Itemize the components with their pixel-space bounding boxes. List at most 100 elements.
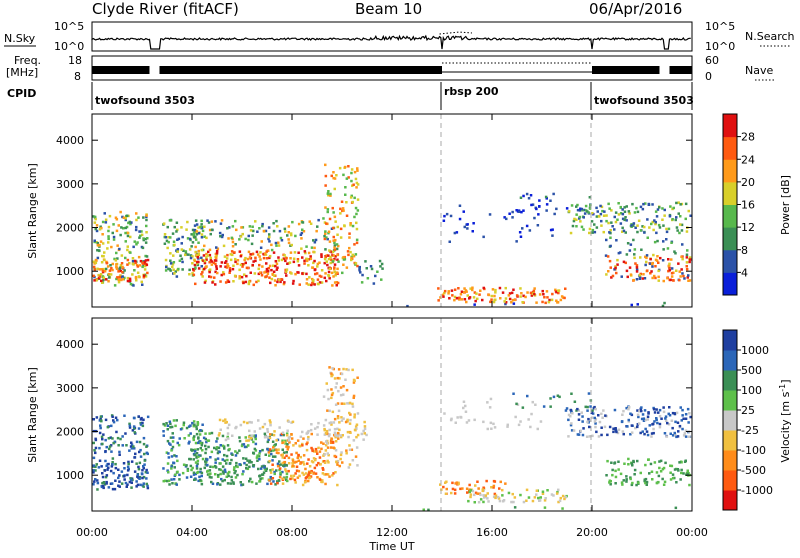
- echo-cell: [625, 205, 628, 208]
- echo-cell: [677, 262, 680, 265]
- echo-cell: [328, 366, 331, 369]
- echo-cell: [215, 252, 219, 255]
- echo-cell: [107, 235, 110, 238]
- echo-cell: [332, 446, 335, 449]
- echo-cell: [256, 253, 260, 256]
- echo-cell: [177, 237, 181, 241]
- echo-cell: [477, 501, 481, 504]
- echo-cell: [242, 457, 245, 460]
- echo-cell: [188, 248, 192, 251]
- echo-cell: [658, 425, 662, 429]
- echo-cell: [326, 388, 330, 392]
- echo-cell: [678, 278, 681, 282]
- echo-cell: [128, 262, 131, 265]
- echo-cell: [112, 223, 115, 226]
- noise-right-tick-top: 10^5: [705, 20, 735, 33]
- echo-cell: [141, 421, 144, 425]
- echo-cell: [167, 470, 170, 474]
- echo-cell: [129, 282, 133, 286]
- echo-cell: [677, 201, 680, 204]
- echo-cell: [492, 495, 496, 499]
- echo-cell: [551, 228, 554, 231]
- echo-cell: [118, 266, 122, 269]
- echo-cell: [225, 462, 228, 465]
- echo-cell: [104, 459, 107, 463]
- echo-cell: [124, 481, 128, 485]
- echo-cell: [320, 281, 324, 284]
- echo-cell: [204, 437, 207, 441]
- echo-cell: [620, 420, 624, 424]
- echo-cell: [122, 462, 126, 465]
- echo-cell: [175, 230, 178, 233]
- echo-cell: [344, 186, 347, 189]
- echo-cell: [220, 219, 224, 222]
- echo-cell: [193, 228, 196, 232]
- echo-cell: [250, 421, 253, 424]
- echo-cell: [116, 436, 120, 440]
- echo-cell: [348, 236, 351, 239]
- echo-cell: [634, 262, 637, 265]
- echo-cell: [331, 254, 334, 257]
- echo-cell: [323, 473, 326, 476]
- echo-cell: [204, 279, 207, 283]
- echo-cell: [685, 261, 689, 264]
- echo-cell: [649, 262, 652, 265]
- echo-cell: [686, 407, 690, 411]
- echo-cell: [272, 449, 275, 452]
- echo-cell: [655, 215, 659, 218]
- echo-cell: [365, 267, 368, 270]
- echo-cell: [674, 506, 678, 510]
- echo-cell: [303, 250, 307, 253]
- echo-cell: [669, 478, 673, 481]
- echo-cell: [285, 445, 288, 448]
- echo-cell: [305, 282, 308, 285]
- echo-cell: [605, 273, 608, 276]
- echo-cell: [200, 272, 203, 276]
- echo-cell: [351, 402, 354, 406]
- echo-cell: [630, 424, 634, 427]
- echo-cell: [619, 205, 622, 209]
- echo-cell: [290, 433, 293, 436]
- echo-cell: [634, 426, 637, 430]
- echo-cell: [327, 461, 330, 464]
- echo-cell: [630, 224, 633, 227]
- echo-cell: [195, 233, 199, 236]
- echo-cell: [519, 235, 523, 238]
- echo-cell: [249, 253, 252, 256]
- echo-cell: [124, 218, 127, 222]
- echo-cell: [587, 211, 590, 214]
- echo-cell: [597, 435, 601, 438]
- echo-cell: [254, 259, 257, 263]
- echo-cell: [243, 445, 247, 449]
- echo-cell: [268, 233, 271, 236]
- echo-cell: [138, 440, 142, 444]
- echo-cell: [558, 395, 561, 399]
- echo-cell: [258, 227, 261, 230]
- echo-cell: [92, 456, 96, 460]
- echo-cell: [208, 253, 212, 257]
- echo-cell: [195, 427, 198, 431]
- echo-cell: [607, 221, 610, 225]
- echo-cell: [609, 480, 612, 483]
- echo-cell: [508, 212, 511, 215]
- colorbar-swatch: [723, 330, 737, 351]
- echo-cell: [325, 382, 328, 385]
- echo-cell: [324, 449, 328, 452]
- echo-cell: [126, 248, 129, 252]
- echo-cell: [671, 476, 675, 480]
- echo-cell: [238, 439, 242, 443]
- echo-cell: [162, 222, 166, 225]
- echo-cell: [333, 244, 337, 247]
- echo-cell: [176, 238, 179, 241]
- echo-cell: [314, 272, 317, 276]
- echo-cell: [104, 475, 108, 479]
- echo-cell: [218, 418, 222, 422]
- echo-cell: [577, 413, 581, 416]
- echo-cell: [458, 298, 461, 301]
- echo-cell: [662, 410, 666, 414]
- echo-cell: [596, 210, 599, 213]
- echo-cell: [608, 259, 612, 263]
- echo-cell: [600, 433, 603, 437]
- echo-cell: [641, 225, 644, 228]
- echo-cell: [335, 382, 338, 385]
